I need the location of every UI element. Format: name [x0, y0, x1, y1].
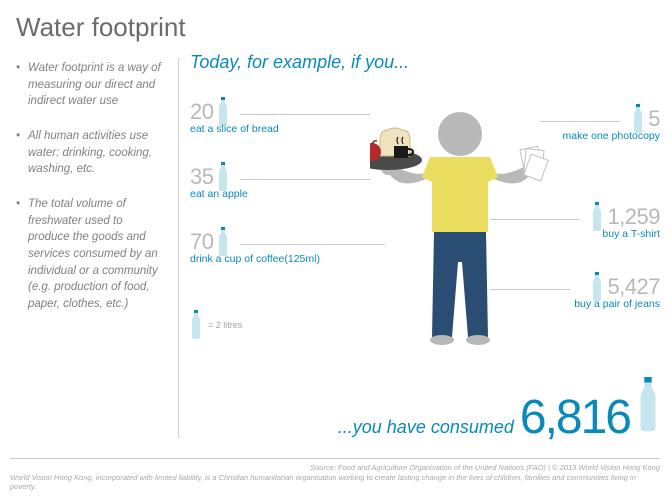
item-jeans-label: buy a pair of jeans	[574, 298, 660, 310]
item-coffee-value: 70	[190, 229, 213, 255]
item-apple-label: eat an apple	[190, 188, 248, 200]
conclusion-row: ...you have consumed 6,816	[190, 377, 660, 442]
person-illustration	[370, 102, 550, 382]
item-photocopy: 5 make one photocopy	[632, 104, 660, 134]
item-photocopy-value: 5	[648, 106, 660, 132]
item-apple-value: 35	[190, 164, 213, 190]
item-tshirt-value: 1,259	[607, 204, 660, 230]
connector	[490, 289, 570, 290]
intro-text: Today, for example, if you...	[190, 52, 660, 73]
item-apple: 35 eat an apple	[190, 162, 229, 192]
item-bread-value: 20	[190, 99, 213, 125]
footer-org: World Vision Hong Kong, incorporated wit…	[10, 473, 660, 493]
bottle-icon	[190, 310, 202, 340]
item-bread-label: eat a slice of bread	[190, 123, 279, 135]
bottle-icon-large	[636, 377, 660, 433]
page-title: Water footprint	[16, 12, 186, 43]
total-value: 6,816	[520, 394, 630, 442]
connector	[240, 179, 370, 180]
footer-source: Source: Food and Agriculture Organisatio…	[10, 463, 660, 473]
connector	[540, 121, 620, 122]
connector	[490, 219, 580, 220]
footer: Source: Food and Agriculture Organisatio…	[10, 458, 660, 492]
bullet-2: All human activities use water: drinking…	[16, 128, 166, 178]
bottle-legend: = 2 litres	[190, 310, 242, 340]
item-tshirt-label: buy a T-shirt	[602, 228, 660, 240]
item-bread: 20 eat a slice of bread	[190, 97, 229, 127]
bullet-1: Water footprint is a way of measuring ou…	[16, 60, 166, 110]
item-jeans-value: 5,427	[607, 274, 660, 300]
item-coffee: 70 drink a cup of coffee(125ml)	[190, 227, 229, 257]
legend-text: = 2 litres	[208, 320, 242, 330]
connector	[240, 244, 385, 245]
item-photocopy-label: make one photocopy	[563, 130, 660, 142]
connector	[240, 114, 370, 115]
main-panel: Today, for example, if you...	[190, 52, 660, 442]
conclusion-text: ...you have consumed	[338, 417, 514, 438]
bullet-3: The total volume of freshwater used to p…	[16, 196, 166, 313]
item-coffee-label: drink a cup of coffee(125ml)	[190, 253, 320, 265]
vertical-divider	[178, 58, 179, 438]
item-jeans: 5,427 buy a pair of jeans	[591, 272, 660, 302]
item-tshirt: 1,259 buy a T-shirt	[591, 202, 660, 232]
sidebar: Water footprint is a way of measuring ou…	[16, 60, 166, 331]
